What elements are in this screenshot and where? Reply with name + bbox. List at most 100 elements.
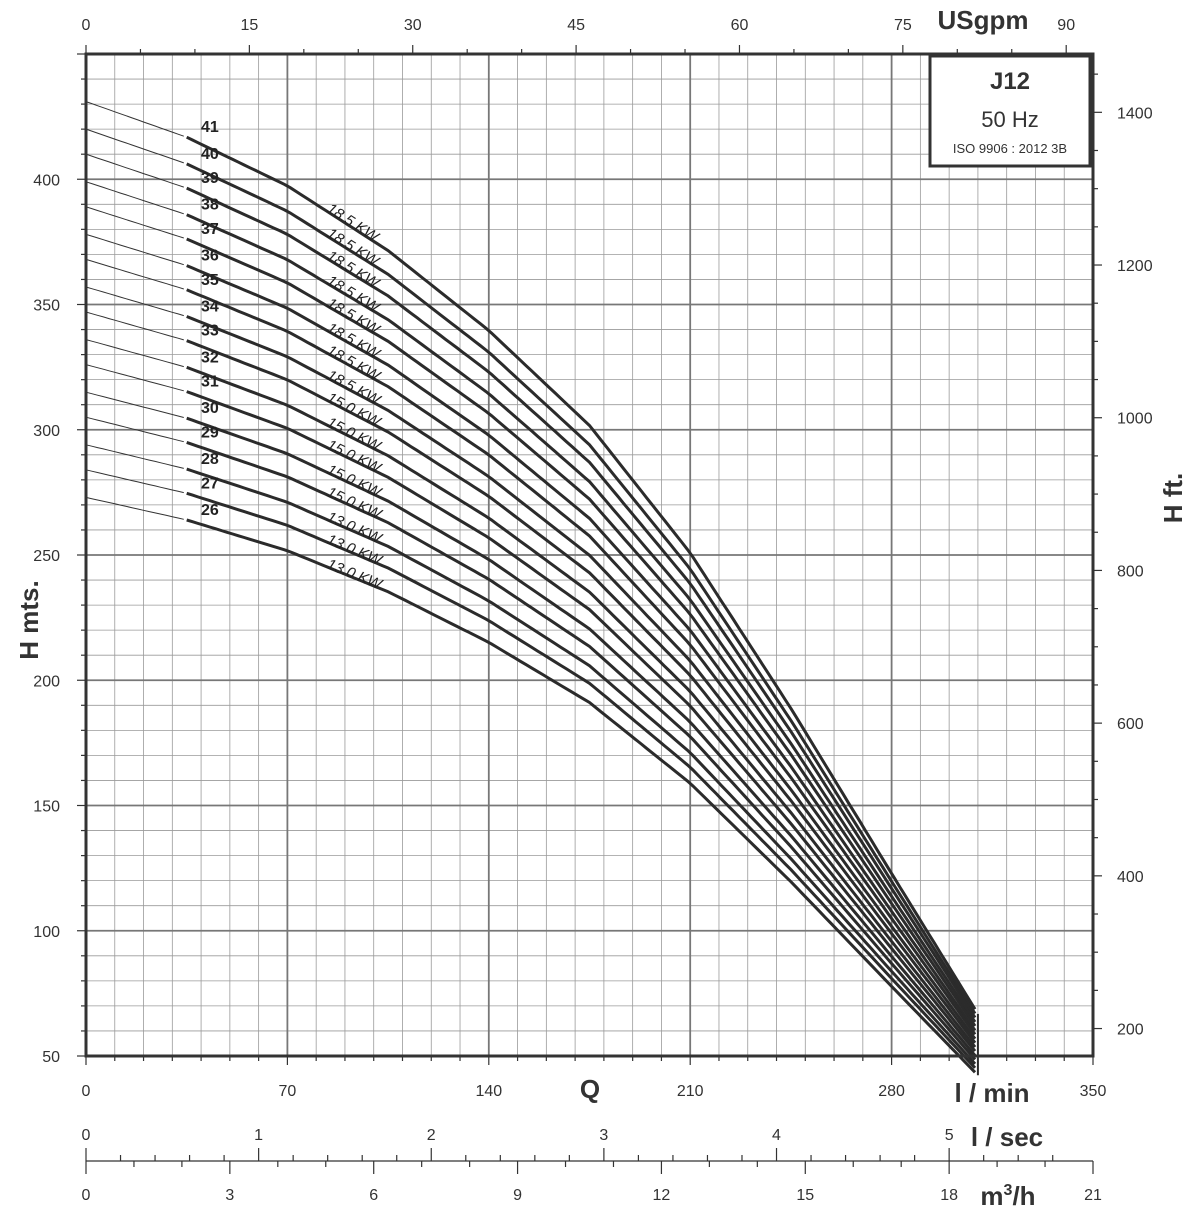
m3h-tick-label: 15 [796, 1187, 814, 1204]
curve-stage-label: 30 [201, 400, 219, 417]
m3h-tick-label: 0 [82, 1187, 91, 1204]
right-tick-label: 1000 [1117, 411, 1153, 428]
top-tick-label: 15 [240, 17, 258, 34]
top-tick-label: 75 [894, 17, 912, 34]
y-axis-label: H mts. [14, 580, 44, 659]
curve-line-thin [85, 416, 184, 443]
right-tick-label: 1200 [1117, 258, 1153, 275]
right-tick-label: 1400 [1117, 105, 1153, 122]
curve-line-thin [85, 233, 184, 266]
curve-line-thin [85, 339, 184, 368]
frequency-label: 50 Hz [981, 107, 1038, 132]
title-box: J12 50 Hz ISO 9906 : 2012 3B [928, 54, 1092, 168]
curve-stage-label: 26 [201, 502, 219, 519]
curve-line [186, 237, 977, 1027]
curve-line [186, 416, 977, 1057]
curve-line [186, 339, 977, 1044]
left-tick-label: 50 [42, 1049, 60, 1066]
lmin-tick-label: 350 [1080, 1083, 1107, 1100]
curve-stage-label: 32 [201, 349, 219, 366]
curve-line-thin [85, 391, 184, 418]
top-tick-label: 30 [404, 17, 422, 34]
left-tick-label: 250 [33, 548, 60, 565]
curve-stage-label: 41 [201, 119, 219, 136]
curve-line-thin [85, 311, 184, 341]
curve-stage-label: 27 [201, 475, 219, 492]
curve-stage-label: 40 [201, 146, 219, 163]
left-tick-label: 150 [33, 799, 60, 816]
left-tick-label: 300 [33, 423, 60, 440]
lsec-tick-label: 2 [427, 1127, 436, 1144]
curve-stage-label: 34 [201, 298, 219, 315]
lsec-tick-label: 3 [599, 1127, 608, 1144]
curve-line [186, 518, 977, 1074]
standard-label: ISO 9906 : 2012 3B [953, 141, 1067, 156]
left-tick-label: 200 [33, 673, 60, 690]
curve-stage-label: 35 [201, 272, 219, 289]
curve-line-thin [85, 496, 184, 520]
curve-line [186, 264, 977, 1032]
curve-line [186, 288, 977, 1036]
top-tick-label: 0 [82, 17, 91, 34]
m3h-tick-label: 18 [940, 1187, 958, 1204]
m3h-tick-label: 6 [369, 1187, 378, 1204]
lmin-tick-label: 280 [878, 1083, 905, 1100]
right-tick-label: 800 [1117, 563, 1144, 580]
curve-line [186, 186, 977, 1019]
curve-line [186, 315, 977, 1040]
curve-stage-label: 33 [201, 323, 219, 340]
lsec-tick-label: 0 [82, 1127, 91, 1144]
top-tick-label: 60 [731, 17, 749, 34]
lsec-tick-label: 5 [945, 1127, 954, 1144]
y-right-axis-label: H ft. [1158, 473, 1188, 524]
curve-line-thin [85, 258, 184, 290]
lsec-unit-label: l / sec [971, 1122, 1043, 1152]
left-tick-label: 400 [33, 172, 60, 189]
curve-line [186, 491, 977, 1069]
curve-line [186, 440, 977, 1061]
curve-stage-label: 29 [201, 424, 219, 441]
curves [85, 101, 979, 1076]
curve-line-thin [85, 364, 184, 392]
curve-line [186, 467, 977, 1065]
curve-line-thin [85, 101, 184, 137]
curve-line [186, 213, 977, 1023]
curve-line-thin [85, 128, 184, 164]
curve-line-thin [85, 444, 184, 469]
top-tick-label: 90 [1057, 17, 1075, 34]
curve-stage-label: 37 [201, 221, 219, 238]
lmin-tick-label: 0 [82, 1083, 91, 1100]
curve-line [186, 135, 977, 1010]
lsec-tick-label: 1 [254, 1127, 263, 1144]
curve-line [186, 162, 977, 1015]
m3h-tick-label: 21 [1084, 1187, 1102, 1204]
lmin-tick-label: 140 [475, 1083, 502, 1100]
curve-stage-label: 39 [201, 170, 219, 187]
m3h-tick-label: 9 [513, 1187, 522, 1204]
curve-line [186, 365, 977, 1049]
right-tick-label: 400 [1117, 869, 1144, 886]
top-unit-label: USgpm [938, 5, 1029, 35]
chart-title: J12 [990, 68, 1030, 95]
x-axis-label: Q [580, 1074, 600, 1104]
lmin-unit-label: l / min [954, 1078, 1029, 1108]
lmin-tick-label: 70 [279, 1083, 297, 1100]
lsec-tick-label: 4 [772, 1127, 781, 1144]
curve-stage-label: 38 [201, 197, 219, 214]
curve-line-thin [85, 181, 184, 215]
lmin-tick-label: 210 [677, 1083, 704, 1100]
top-tick-label: 45 [567, 17, 585, 34]
left-tick-label: 100 [33, 924, 60, 941]
m3h-tick-label: 3 [225, 1187, 234, 1204]
left-tick-label: 350 [33, 298, 60, 315]
curve-stage-label: 36 [201, 248, 219, 265]
curve-stage-label: 28 [201, 451, 219, 468]
curve-stage-label: 31 [201, 374, 219, 391]
curve-line [186, 390, 977, 1053]
curve-line-thin [85, 469, 184, 494]
curve-line-thin [85, 206, 184, 239]
m3h-tick-label: 12 [653, 1187, 671, 1204]
m3h-unit-label: m3/h [980, 1181, 1035, 1209]
